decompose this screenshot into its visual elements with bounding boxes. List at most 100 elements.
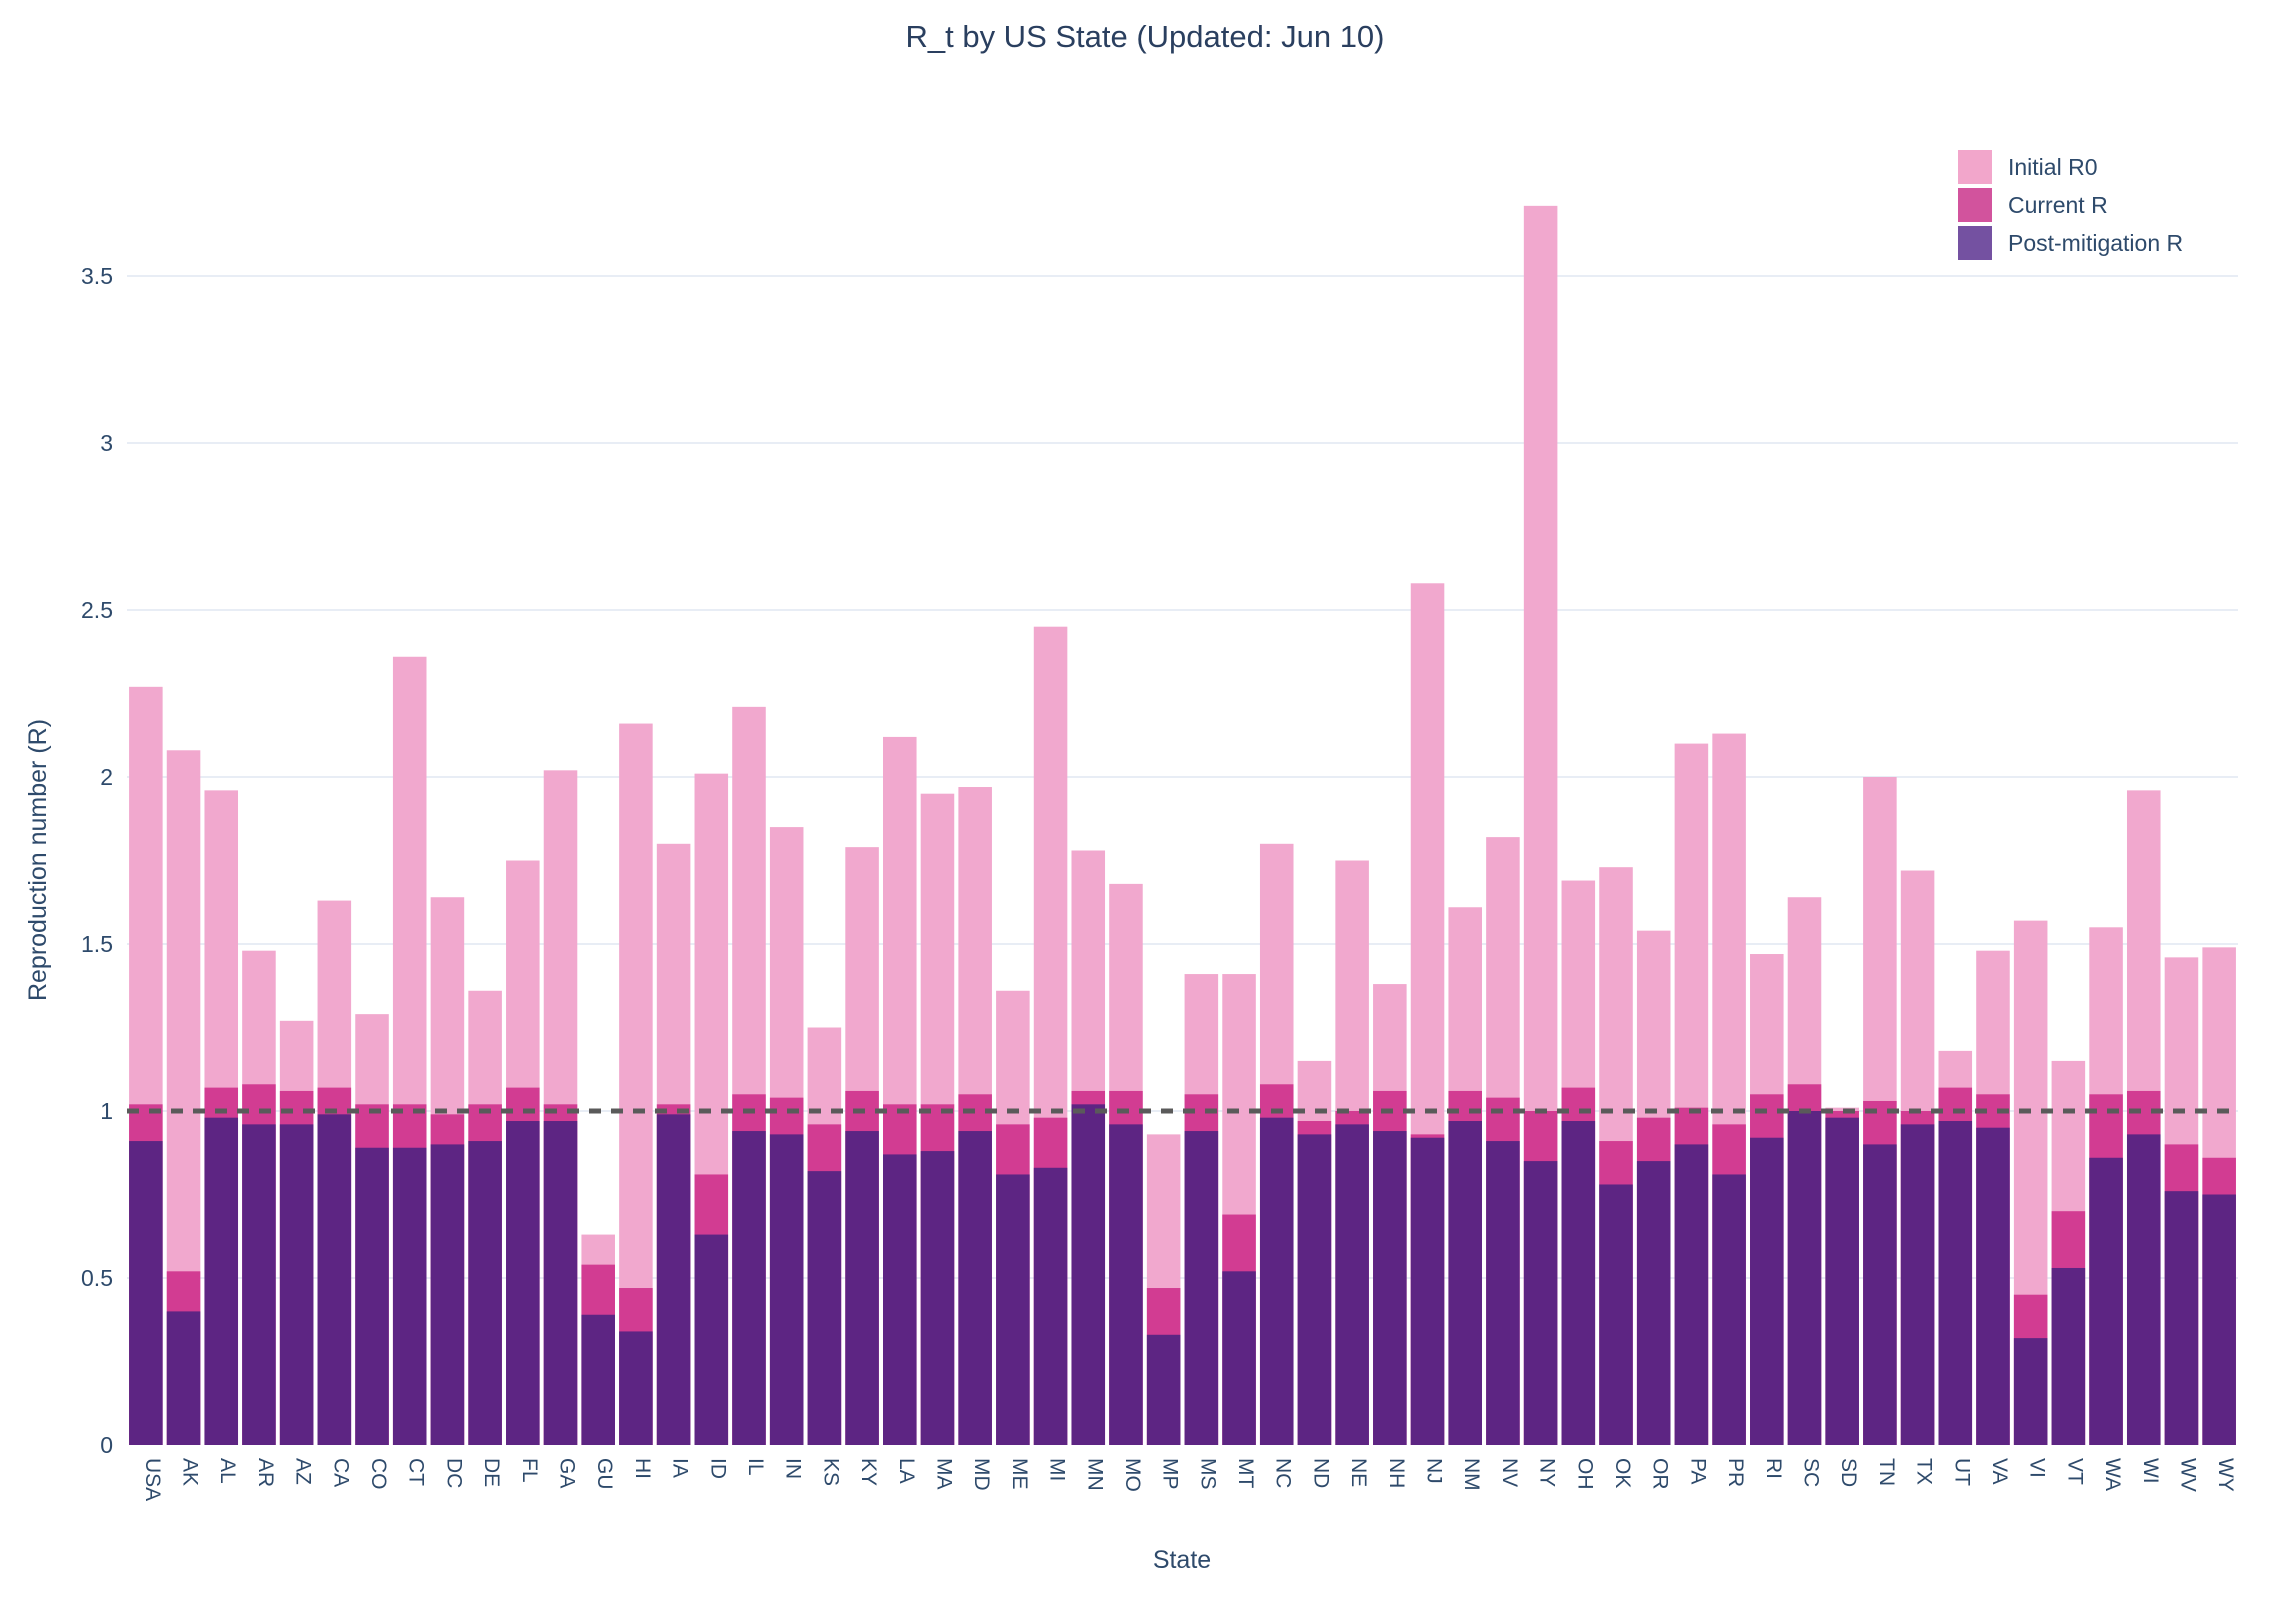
bar-AR-s2[interactable]: [242, 1124, 276, 1445]
bar-NH-s2[interactable]: [1373, 1131, 1407, 1445]
bar-IN-s2[interactable]: [769, 1134, 804, 1445]
x-tick-label-GA: GA: [556, 1458, 579, 1488]
legend-item-label: Current R: [2008, 192, 2108, 218]
bar-ND-s2[interactable]: [1297, 1134, 1332, 1445]
bar-PA-s2[interactable]: [1674, 1144, 1709, 1445]
x-tick-label-VA: VA: [1988, 1458, 2011, 1484]
x-tick-label-UT: UT: [1950, 1458, 1973, 1486]
x-tick-label-MS: MS: [1196, 1458, 1219, 1490]
x-tick-label-MP: MP: [1159, 1458, 1182, 1490]
bar-VI-s2[interactable]: [2013, 1338, 2048, 1445]
y-tick-label: 3: [100, 430, 113, 456]
bar-MT-s2[interactable]: [1222, 1271, 1256, 1445]
bar-HI-s2[interactable]: [619, 1331, 653, 1445]
bar-TN-s2[interactable]: [1863, 1144, 1897, 1445]
bar-UT-s2[interactable]: [1938, 1121, 1973, 1445]
bar-DE-s2[interactable]: [468, 1141, 502, 1445]
bar-KS-s2[interactable]: [807, 1171, 842, 1445]
bar-VA-s2[interactable]: [1976, 1127, 2010, 1445]
bar-MA-s2[interactable]: [920, 1151, 955, 1445]
bar-TX-s2[interactable]: [1900, 1124, 1935, 1445]
bar-GU-s2[interactable]: [581, 1314, 615, 1445]
bar-MD-s2[interactable]: [958, 1131, 992, 1445]
x-tick-label-CT: CT: [405, 1458, 428, 1486]
x-tick-label-WY: WY: [2214, 1458, 2237, 1492]
x-tick-label-SC: SC: [1799, 1458, 1822, 1487]
x-tick-label-NY: NY: [1536, 1458, 1559, 1487]
bar-SD-s2[interactable]: [1825, 1117, 1859, 1445]
legend-swatch: [1958, 188, 1992, 222]
legend-item-initial-r0[interactable]: Initial R0: [1958, 150, 2097, 184]
x-tick-label-CA: CA: [329, 1458, 352, 1487]
bar-WV-s2[interactable]: [2164, 1191, 2199, 1445]
bar-GA-s2[interactable]: [543, 1121, 578, 1445]
bar-VT-s2[interactable]: [2051, 1267, 2086, 1445]
bar-RI-s2[interactable]: [1750, 1137, 1784, 1445]
bar-WA-s2[interactable]: [2089, 1157, 2123, 1445]
bar-WI-s2[interactable]: [2126, 1134, 2161, 1445]
x-tick-label-NE: NE: [1347, 1458, 1370, 1487]
bar-MP-s2[interactable]: [1146, 1334, 1181, 1445]
bar-MN-s2[interactable]: [1071, 1104, 1106, 1445]
x-tick-label-KY: KY: [857, 1458, 880, 1486]
bar-AZ-s2[interactable]: [279, 1124, 314, 1445]
y-axis-title: Reproduction number (R): [24, 719, 52, 1001]
chart-title: R_t by US State (Updated: Jun 10): [905, 19, 1384, 54]
bar-NJ-s2[interactable]: [1410, 1137, 1445, 1445]
x-tick-label-DC: DC: [442, 1458, 465, 1488]
legend-swatch: [1958, 150, 1992, 184]
bar-IL-s2[interactable]: [732, 1131, 766, 1445]
bar-MS-s2[interactable]: [1184, 1131, 1219, 1445]
x-tick-label-NJ: NJ: [1423, 1458, 1446, 1484]
bar-WY-s2[interactable]: [2202, 1194, 2236, 1446]
bar-CT-s2[interactable]: [392, 1147, 427, 1445]
bar-FL-s2[interactable]: [506, 1121, 540, 1445]
bar-ME-s2[interactable]: [996, 1174, 1030, 1445]
x-tick-label-OH: OH: [1573, 1458, 1596, 1490]
x-tick-label-TX: TX: [1913, 1458, 1936, 1485]
bar-DC-s2[interactable]: [430, 1144, 465, 1445]
legend-swatch: [1958, 226, 1992, 260]
bar-OR-s2[interactable]: [1636, 1161, 1671, 1445]
bar-NV-s2[interactable]: [1486, 1141, 1520, 1445]
bar-CO-s2[interactable]: [355, 1147, 389, 1445]
legend-item-current-r[interactable]: Current R: [1958, 188, 2108, 222]
bar-KY-s2[interactable]: [845, 1131, 879, 1445]
x-tick-label-PA: PA: [1686, 1458, 1709, 1484]
x-tick-label-ND: ND: [1309, 1458, 1332, 1488]
x-tick-label-GU: GU: [593, 1458, 616, 1490]
x-tick-label-OK: OK: [1611, 1458, 1634, 1488]
x-tick-label-CO: CO: [367, 1458, 390, 1490]
legend-item-post-mitigation-r[interactable]: Post-mitigation R: [1958, 226, 2183, 260]
x-tick-label-KS: KS: [819, 1458, 842, 1486]
bar-MO-s2[interactable]: [1109, 1124, 1143, 1445]
x-tick-label-OR: OR: [1649, 1458, 1672, 1490]
bar-NY-s2[interactable]: [1523, 1161, 1558, 1445]
bar-AK-s2[interactable]: [166, 1311, 201, 1445]
bar-LA-s2[interactable]: [883, 1154, 917, 1445]
bar-OH-s2[interactable]: [1561, 1121, 1596, 1445]
bar-OK-s2[interactable]: [1599, 1184, 1633, 1445]
bar-USA-s2[interactable]: [129, 1141, 163, 1445]
bar-ID-s2[interactable]: [694, 1234, 729, 1445]
x-tick-label-ID: ID: [706, 1458, 729, 1479]
bar-SC-s2[interactable]: [1787, 1111, 1822, 1445]
bar-CA-s2[interactable]: [317, 1114, 352, 1445]
bar-AL-s2[interactable]: [204, 1117, 239, 1445]
bar-IA-s2[interactable]: [656, 1114, 691, 1445]
x-tick-label-MD: MD: [970, 1458, 993, 1491]
bar-MI-s2[interactable]: [1033, 1167, 1068, 1445]
bar-NE-s2[interactable]: [1335, 1124, 1369, 1445]
bar-NM-s2[interactable]: [1448, 1121, 1482, 1445]
bar-PR-s2[interactable]: [1712, 1174, 1746, 1445]
x-tick-label-MA: MA: [932, 1458, 955, 1490]
x-axis-title: State: [1153, 1546, 1211, 1574]
y-tick-label: 0: [100, 1432, 113, 1458]
bar-NC-s2[interactable]: [1259, 1117, 1294, 1445]
x-tick-label-DE: DE: [480, 1458, 503, 1487]
x-tick-label-SD: SD: [1837, 1458, 1860, 1487]
x-tick-label-FL: FL: [518, 1458, 541, 1483]
x-tick-label-WA: WA: [2101, 1458, 2124, 1491]
